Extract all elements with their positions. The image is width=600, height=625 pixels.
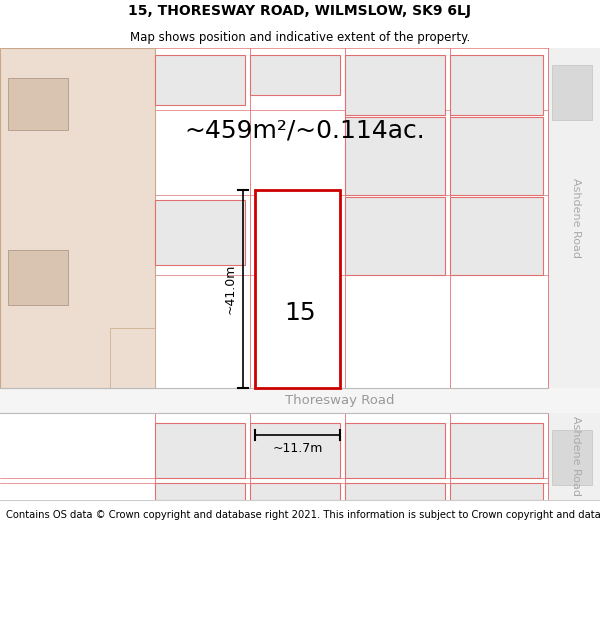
Bar [155, 423, 245, 478]
Text: Map shows position and indicative extent of the property.: Map shows position and indicative extent… [130, 31, 470, 44]
Bar [450, 197, 543, 275]
Bar [548, 413, 600, 500]
Bar [345, 117, 445, 195]
Bar [250, 55, 340, 95]
Bar [450, 483, 543, 500]
Bar [0, 48, 155, 388]
Bar [345, 483, 445, 500]
Bar [450, 117, 543, 195]
Text: 15, THORESWAY ROAD, WILMSLOW, SK9 6LJ: 15, THORESWAY ROAD, WILMSLOW, SK9 6LJ [128, 4, 472, 18]
Bar [548, 48, 600, 388]
Bar [110, 328, 155, 388]
Text: Ashdene Road: Ashdene Road [571, 178, 581, 258]
Text: ~11.7m: ~11.7m [272, 441, 323, 454]
Bar [345, 197, 445, 275]
Bar [345, 423, 445, 478]
Bar [155, 55, 245, 105]
Bar [250, 423, 340, 478]
Bar [552, 65, 592, 120]
Bar [250, 483, 340, 500]
Bar [345, 55, 445, 115]
Text: 15: 15 [284, 301, 316, 325]
Bar [255, 190, 340, 388]
Bar [552, 430, 592, 485]
Text: Ashdene Road: Ashdene Road [571, 416, 581, 496]
Text: Thoresway Road: Thoresway Road [285, 394, 395, 407]
Bar [8, 250, 68, 305]
Bar [155, 200, 245, 265]
Bar [155, 483, 245, 500]
Bar [8, 78, 68, 130]
Text: ~41.0m: ~41.0m [224, 264, 237, 314]
Text: Contains OS data © Crown copyright and database right 2021. This information is : Contains OS data © Crown copyright and d… [6, 510, 600, 520]
Bar [450, 55, 543, 115]
Bar [0, 388, 600, 413]
Text: ~459m²/~0.114ac.: ~459m²/~0.114ac. [185, 118, 425, 142]
Bar [450, 423, 543, 478]
